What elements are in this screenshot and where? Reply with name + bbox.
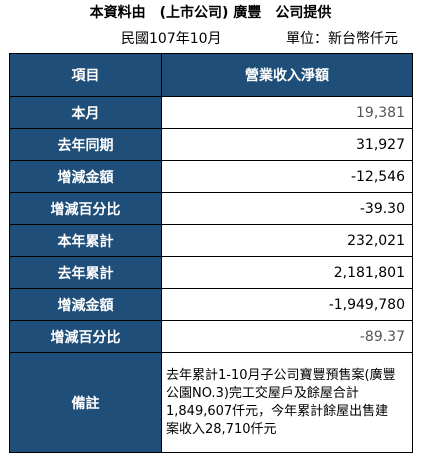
row-value: -39.30 bbox=[161, 192, 413, 225]
row-label: 增減百分比 bbox=[9, 192, 162, 225]
table-row: 去年累計 2,181,801 bbox=[9, 256, 413, 289]
row-value: 31,927 bbox=[161, 128, 413, 161]
column-header-item: 項目 bbox=[9, 53, 162, 97]
row-label: 去年同期 bbox=[9, 128, 162, 161]
row-value: -89.37 bbox=[161, 320, 413, 353]
row-value: -1,949,780 bbox=[161, 288, 413, 321]
column-header-revenue: 營業收入淨額 bbox=[161, 53, 413, 97]
report-subheader: 民國107年10月 單位：新台幣仟元 bbox=[0, 26, 421, 47]
table-row: 本年累計 232,021 bbox=[9, 224, 413, 257]
row-label: 本月 bbox=[9, 96, 162, 129]
note-line: 案收入28,710仟元 bbox=[166, 421, 277, 437]
table-row: 增減金額 -12,546 bbox=[9, 160, 413, 193]
table-header-row: 項目 營業收入淨額 bbox=[9, 53, 413, 97]
row-value: 232,021 bbox=[161, 224, 413, 257]
row-label: 增減百分比 bbox=[9, 320, 162, 353]
row-label: 增減金額 bbox=[9, 288, 162, 321]
row-label: 本年累計 bbox=[9, 224, 162, 257]
table-row: 增減百分比 -39.30 bbox=[9, 192, 413, 225]
table-row: 去年同期 31,927 bbox=[9, 128, 413, 161]
row-label: 增減金額 bbox=[9, 160, 162, 193]
note-line: 去年累計1-10月子公司寶豐預售案(廣豐 bbox=[166, 367, 396, 383]
note-line: 1,849,607仟元，今年累計餘屋出售建 bbox=[166, 403, 389, 419]
table-row: 本月 19,381 bbox=[9, 96, 413, 129]
table-row: 增減金額 -1,949,780 bbox=[9, 288, 413, 321]
note-line: 公園NO.3)完工交屋戶及餘屋合計 bbox=[166, 385, 359, 401]
report-period: 民國107年10月 bbox=[121, 31, 222, 47]
note-label: 備註 bbox=[9, 352, 162, 453]
row-value: -12,546 bbox=[161, 160, 413, 193]
row-value: 19,381 bbox=[161, 96, 413, 129]
report-title: 本資料由 (上市公司) 廣豐 公司提供 bbox=[89, 5, 332, 21]
row-value: 2,181,801 bbox=[161, 256, 413, 289]
revenue-table: 項目 營業收入淨額 本月 19,381 去年同期 31,927 增減金額 -12… bbox=[9, 53, 413, 453]
table-row: 增減百分比 -89.37 bbox=[9, 320, 413, 353]
row-label: 去年累計 bbox=[9, 256, 162, 289]
note-text: 去年累計1-10月子公司寶豐預售案(廣豐 公園NO.3)完工交屋戶及餘屋合計 1… bbox=[161, 352, 413, 453]
currency-unit: 單位：新台幣仟元 bbox=[286, 31, 398, 47]
note-row: 備註 去年累計1-10月子公司寶豐預售案(廣豐 公園NO.3)完工交屋戶及餘屋合… bbox=[9, 352, 413, 453]
